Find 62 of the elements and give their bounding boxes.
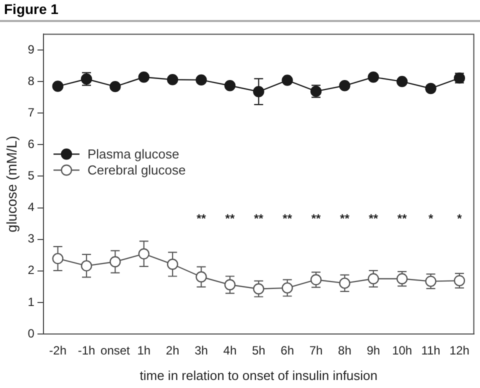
x-tick-label: 6h xyxy=(280,344,294,358)
annotation: * xyxy=(457,211,462,226)
y-tick-label: 4 xyxy=(28,200,35,214)
annotation: ** xyxy=(340,211,350,226)
point xyxy=(253,86,264,98)
x-tick-label: onset xyxy=(100,344,131,358)
x-tick-label: 12h xyxy=(449,344,470,358)
point xyxy=(80,260,92,272)
y-tick-label: 0 xyxy=(28,326,35,340)
point xyxy=(310,274,322,286)
point xyxy=(368,72,379,83)
legend-label: Cerebral glucose xyxy=(87,162,186,178)
annotation: * xyxy=(428,211,434,226)
point xyxy=(224,80,236,92)
legend-label: Plasma glucose xyxy=(87,146,180,162)
x-tick-label: 10h xyxy=(392,344,412,358)
y-axis-title: glucose (mM/L) xyxy=(3,136,20,232)
point xyxy=(110,256,121,268)
point xyxy=(166,258,178,270)
y-tick-label: 2 xyxy=(28,263,35,278)
point xyxy=(396,76,408,88)
annotation: ** xyxy=(397,211,408,226)
x-tick-label: 8h xyxy=(338,344,352,358)
point xyxy=(282,282,293,294)
x-tick-label: 1h xyxy=(137,344,151,358)
y-tick-label: 6 xyxy=(28,136,35,151)
x-tick-label: 11h xyxy=(421,344,440,358)
y-tick-label: 8 xyxy=(28,74,35,88)
point xyxy=(138,72,150,83)
chart-title: Figure 1 xyxy=(0,0,480,22)
point xyxy=(52,80,64,92)
y-tick-label: 5 xyxy=(28,168,35,183)
point xyxy=(224,279,236,290)
point xyxy=(253,283,264,294)
x-tick-label: 3h xyxy=(194,344,208,358)
point xyxy=(196,74,207,86)
x-axis-title: time in relation to onset of insulin infusion xyxy=(140,368,378,383)
annotation: ** xyxy=(368,211,378,226)
annotation: ** xyxy=(311,211,322,226)
x-tick-label: -2h xyxy=(49,344,66,358)
point xyxy=(52,252,64,264)
point xyxy=(368,273,379,284)
x-tick-label: 7h xyxy=(309,344,323,358)
x-tick-label: 4h xyxy=(223,344,237,358)
y-tick-label: 7 xyxy=(28,105,35,120)
y-tick-label: 9 xyxy=(28,42,35,56)
x-tick-label: 2h xyxy=(166,344,180,358)
annotation: ** xyxy=(254,211,264,226)
annotation: ** xyxy=(225,211,235,226)
x-tick-label: 9h xyxy=(366,344,380,358)
y-tick-label: 3 xyxy=(28,232,35,246)
x-tick-label: 5h xyxy=(252,344,266,358)
y-tick-label: 1 xyxy=(28,294,35,309)
point xyxy=(339,278,350,289)
x-tick-label: -1h xyxy=(78,344,96,358)
annotation: ** xyxy=(282,211,292,226)
point xyxy=(110,80,121,92)
annotation: ** xyxy=(196,211,206,226)
point xyxy=(166,74,178,86)
point xyxy=(282,74,293,86)
point xyxy=(138,248,150,260)
point xyxy=(196,271,207,282)
